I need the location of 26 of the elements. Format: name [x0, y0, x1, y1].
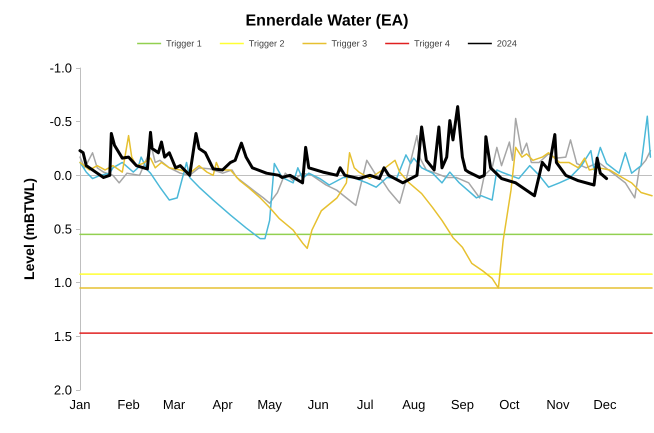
y-tick-label: 1.0	[54, 275, 72, 290]
x-tick-label: Feb	[117, 397, 140, 412]
y-tick-label: -0.5	[50, 114, 72, 130]
x-tick-label: Apr	[212, 397, 234, 412]
x-tick-label: Oct	[499, 397, 520, 412]
x-tick-label: Dec	[593, 397, 618, 412]
y-tick-label: 2.0	[54, 382, 72, 398]
x-tick-label: Aug	[402, 397, 426, 412]
x-tick-label: Nov	[546, 397, 570, 412]
legend-label: Trigger 3	[331, 38, 368, 48]
y-tick-label: 0.0	[54, 168, 72, 183]
x-tick-label: Jan	[70, 397, 90, 412]
x-tick-label: Mar	[162, 397, 186, 412]
y-tick-label: 1.5	[54, 328, 72, 344]
legend-label: Trigger 1	[166, 38, 202, 48]
legend-label: Trigger 4	[414, 38, 450, 48]
x-tick-label: Jun	[308, 397, 329, 412]
legend-label: Trigger 2	[248, 38, 284, 48]
chart-title: Ennerdale Water (EA)	[246, 12, 408, 30]
x-tick-label: Jul	[356, 397, 374, 412]
x-tick-label: Sep	[450, 397, 474, 412]
x-tick-label: May	[257, 397, 282, 412]
legend-label: 2024	[496, 38, 517, 48]
y-axis-title: Level (mBTWL)	[21, 178, 37, 280]
y-tick-label: -1.0	[50, 60, 72, 76]
y-tick-label: 0.5	[54, 222, 72, 236]
